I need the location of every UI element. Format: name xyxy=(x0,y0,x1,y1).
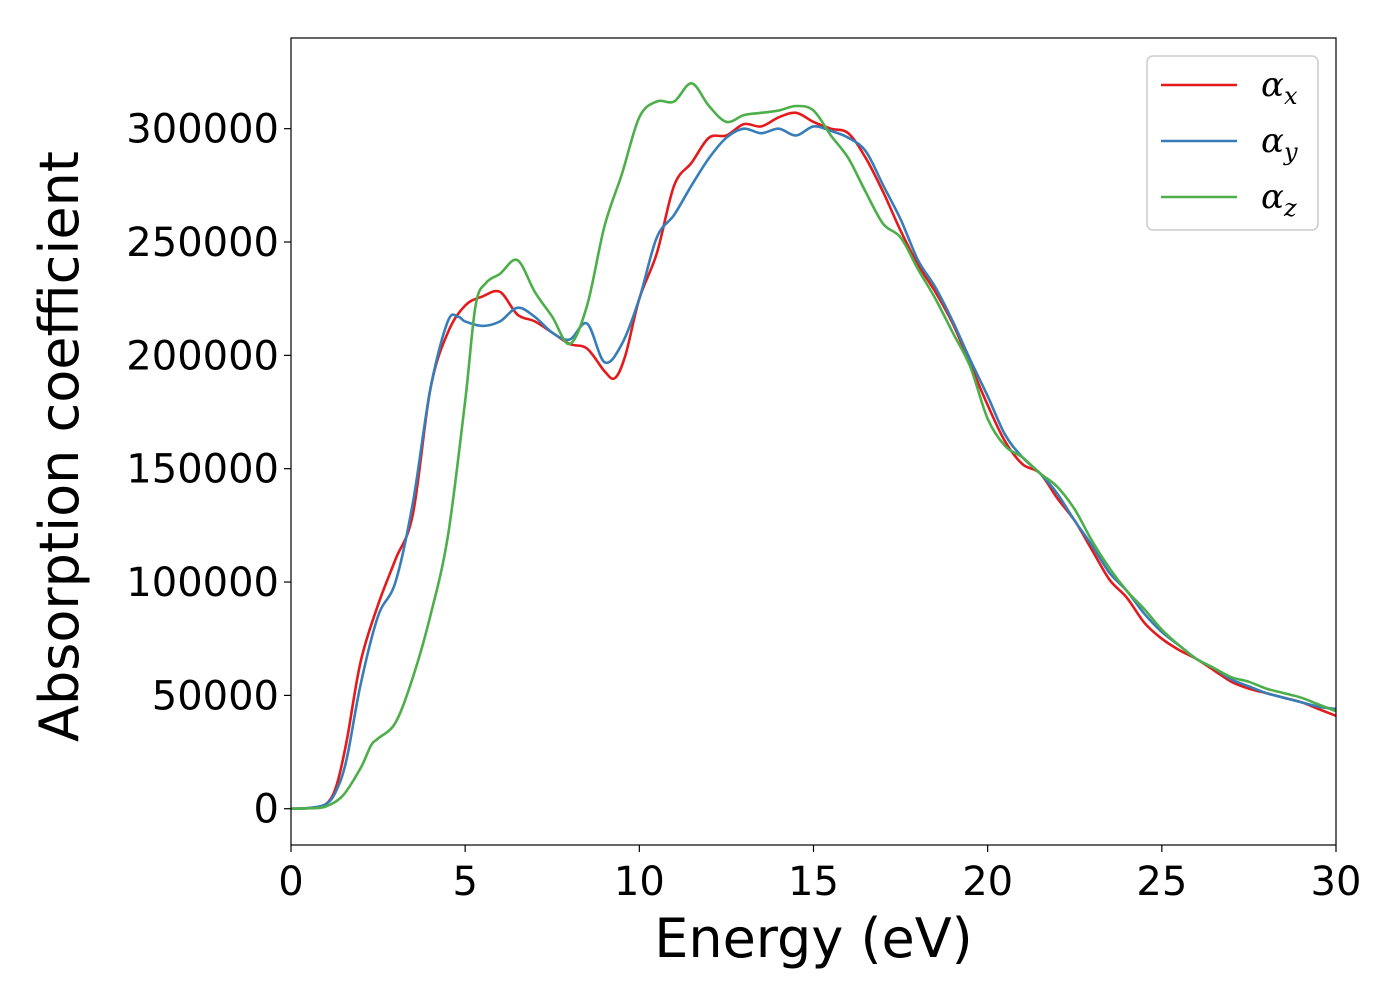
x-tick-label: 30 xyxy=(1311,859,1362,905)
series-line-y xyxy=(291,125,1336,810)
legend-subscript: z xyxy=(1283,194,1297,222)
y-tick-label: 50000 xyxy=(152,673,279,719)
legend-label-y: αy xyxy=(1261,121,1298,166)
y-tick-label: 300000 xyxy=(126,107,279,153)
x-tick-label: 10 xyxy=(614,859,665,905)
legend-label-x: αx xyxy=(1261,65,1298,110)
x-tick-label: 20 xyxy=(962,859,1013,905)
y-axis-title: Absorption coefficient xyxy=(28,151,91,742)
legend-subscript: y xyxy=(1283,138,1298,166)
series-lines xyxy=(291,82,1336,810)
legend-box xyxy=(1146,55,1319,231)
y-tick-label: 100000 xyxy=(126,560,279,606)
y-tick-label: 150000 xyxy=(126,447,279,493)
x-axis-title: Energy (eV) xyxy=(654,907,973,970)
series-line-z xyxy=(291,82,1336,810)
x-axis-ticks: 0 5 10 15 20 25 30 xyxy=(278,845,1361,905)
x-tick-label: 15 xyxy=(788,859,839,905)
legend-symbol: α xyxy=(1261,65,1284,105)
y-axis-ticks: 0 50000 100000 150000 200000 250000 300000 xyxy=(126,107,291,833)
legend-label-z: αz xyxy=(1261,177,1297,222)
x-tick-label: 5 xyxy=(452,859,477,905)
y-tick-label: 250000 xyxy=(126,220,279,266)
y-tick-label: 0 xyxy=(254,787,279,833)
series-line-x xyxy=(291,111,1336,810)
legend-subscript: x xyxy=(1284,82,1298,110)
legend-symbol: α xyxy=(1261,121,1284,161)
x-tick-label: 25 xyxy=(1136,859,1187,905)
legend-symbol: α xyxy=(1261,177,1284,217)
y-tick-label: 200000 xyxy=(126,333,279,379)
x-tick-label: 0 xyxy=(278,859,303,905)
